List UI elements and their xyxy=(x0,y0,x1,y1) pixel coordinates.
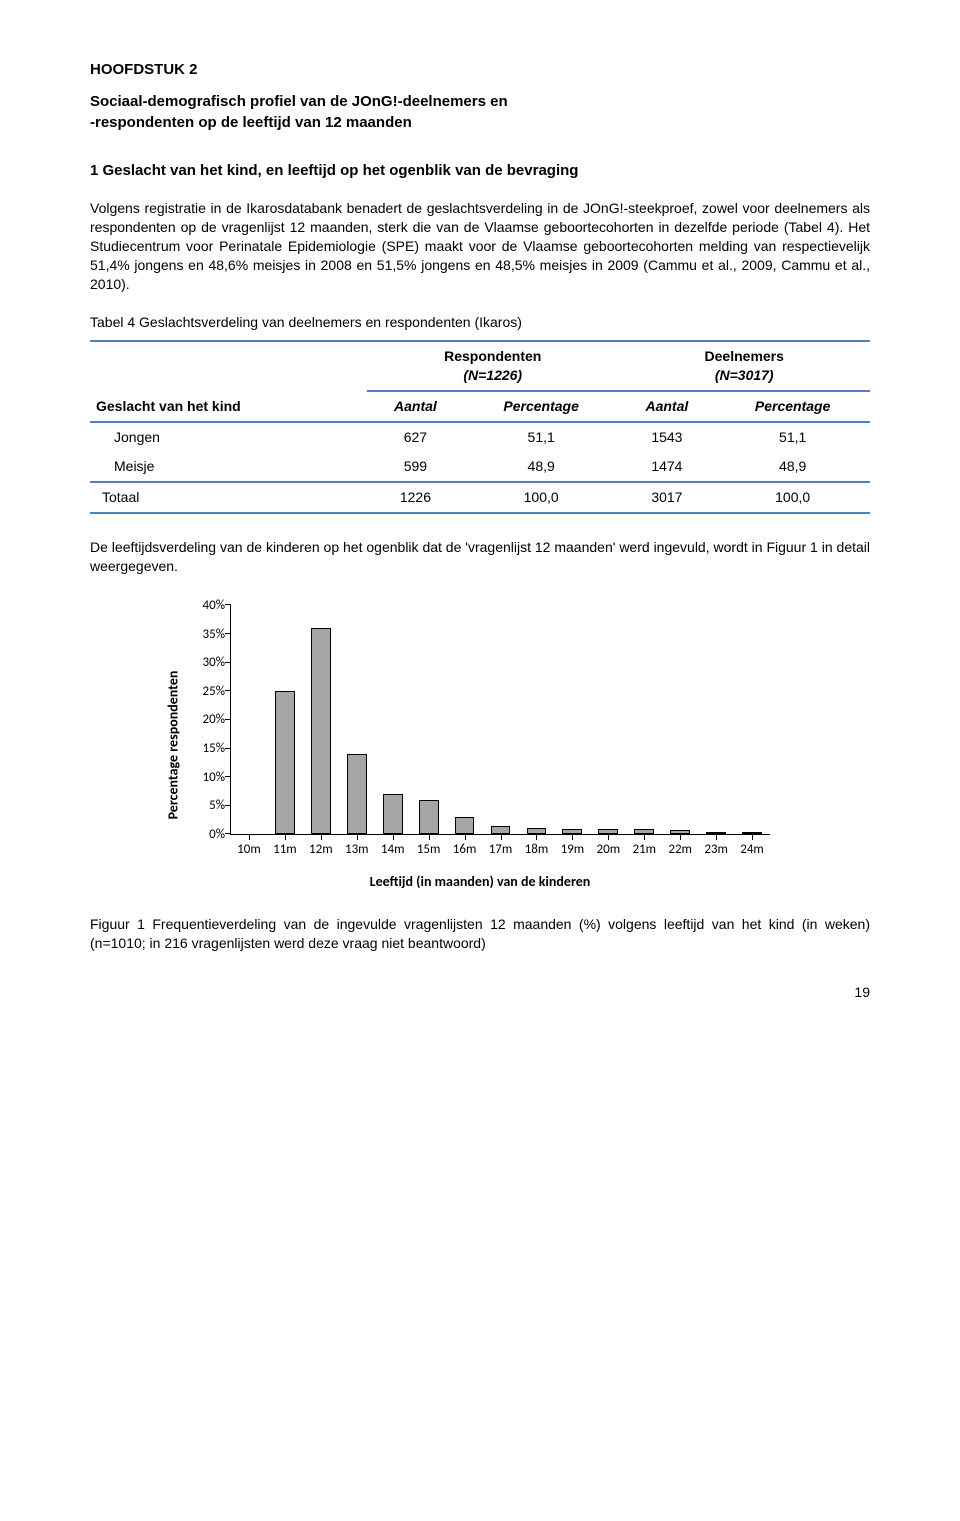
chart-bar xyxy=(275,691,295,834)
tabel4-caption: Tabel 4 Geslachtsverdeling van deelnemer… xyxy=(90,313,870,332)
x-tick-mark xyxy=(501,834,502,840)
x-tick-mark xyxy=(608,834,609,840)
x-tick-label: 13m xyxy=(345,841,369,859)
table-row: Jongen62751,1154351,1 xyxy=(90,422,870,452)
y-tick-label: 25% xyxy=(193,683,225,701)
y-tick-mark xyxy=(225,690,231,691)
chapter-subtitle: Sociaal-demografisch profiel van de JOnG… xyxy=(90,92,870,133)
x-tick-mark xyxy=(716,834,717,840)
x-tick-label: 17m xyxy=(489,841,513,859)
page-number: 19 xyxy=(90,983,870,1002)
y-tick-label: 35% xyxy=(193,625,225,643)
y-tick-label: 5% xyxy=(193,797,225,815)
row-header-label: Geslacht van het kind xyxy=(90,391,367,422)
x-tick-mark xyxy=(249,834,250,840)
y-tick-mark xyxy=(225,633,231,634)
table-row: Meisje59948,9147448,9 xyxy=(90,452,870,482)
y-tick-mark xyxy=(225,748,231,749)
x-tick-label: 10m xyxy=(237,841,261,859)
y-tick-label: 20% xyxy=(193,711,225,729)
cell: 3017 xyxy=(618,482,715,513)
x-tick-label: 11m xyxy=(273,841,297,859)
paragraph-2: De leeftijdsverdeling van de kinderen op… xyxy=(90,538,870,576)
x-tick-label: 18m xyxy=(525,841,549,859)
bar-chart: Percentage respondenten 0% 5% 10% 15% 20% 25%… xyxy=(160,595,800,895)
colhdr-aantal-2: Aantal xyxy=(618,391,715,422)
x-tick-label: 19m xyxy=(561,841,585,859)
section-1-header: 1 Geslacht van het kind, en leeftijd op … xyxy=(90,161,870,181)
col-group-deelnemers-n: (N=3017) xyxy=(624,366,864,385)
subtitle-line1: Sociaal-demografisch profiel van de JOnG… xyxy=(90,93,508,110)
y-tick-mark xyxy=(225,604,231,605)
subtitle-line2: -respondenten op de leeftijd van 12 maan… xyxy=(90,114,412,131)
x-tick-mark xyxy=(285,834,286,840)
chart-bar xyxy=(491,826,511,835)
table-total-row: Totaal1226100,03017100,0 xyxy=(90,482,870,513)
y-tick-label: 15% xyxy=(193,740,225,758)
cell: 48,9 xyxy=(715,452,870,482)
x-tick-label: 21m xyxy=(632,841,656,859)
x-tick-mark xyxy=(465,834,466,840)
chart-bar xyxy=(311,628,331,834)
paragraph-1: Volgens registratie in de Ikarosdatabank… xyxy=(90,199,870,293)
col-group-respondenten: Respondenten xyxy=(373,347,612,366)
y-tick-mark xyxy=(225,776,231,777)
x-tick-mark xyxy=(572,834,573,840)
chapter-title: HOOFDSTUK 2 xyxy=(90,60,870,80)
x-tick-mark xyxy=(429,834,430,840)
cell: 1226 xyxy=(367,482,464,513)
chart-ylabel: Percentage respondenten xyxy=(165,671,184,820)
cell: 48,9 xyxy=(464,452,619,482)
figure-1-caption: Figuur 1 Frequentieverdeling van de inge… xyxy=(90,915,870,953)
cell: 100,0 xyxy=(715,482,870,513)
tabel4: Respondenten (N=1226) Deelnemers (N=3017… xyxy=(90,340,870,513)
x-tick-mark xyxy=(357,834,358,840)
y-tick-mark xyxy=(225,833,231,834)
chart-bar xyxy=(419,800,439,834)
cell: 51,1 xyxy=(464,422,619,452)
x-tick-mark xyxy=(536,834,537,840)
colhdr-pct-1: Percentage xyxy=(464,391,619,422)
x-tick-mark xyxy=(321,834,322,840)
colhdr-pct-2: Percentage xyxy=(715,391,870,422)
cell: 51,1 xyxy=(715,422,870,452)
x-tick-mark xyxy=(680,834,681,840)
x-tick-label: 22m xyxy=(668,841,692,859)
chart-xlabel: Leeftijd (in maanden) van de kinderen xyxy=(160,873,800,892)
row-label: Jongen xyxy=(90,422,367,452)
y-tick-mark xyxy=(225,719,231,720)
colhdr-aantal-1: Aantal xyxy=(367,391,464,422)
x-tick-mark xyxy=(644,834,645,840)
x-tick-label: 15m xyxy=(417,841,441,859)
chart-bar xyxy=(383,794,403,834)
cell: 599 xyxy=(367,452,464,482)
y-tick-mark xyxy=(225,805,231,806)
x-tick-label: 24m xyxy=(740,841,764,859)
row-label: Meisje xyxy=(90,452,367,482)
total-label: Totaal xyxy=(90,482,367,513)
chart-bar xyxy=(347,754,367,834)
x-tick-mark xyxy=(393,834,394,840)
x-tick-label: 23m xyxy=(704,841,728,859)
col-group-respondenten-n: (N=1226) xyxy=(373,366,612,385)
cell: 1543 xyxy=(618,422,715,452)
figure-1: Percentage respondenten 0% 5% 10% 15% 20% 25%… xyxy=(90,595,870,895)
cell: 627 xyxy=(367,422,464,452)
y-tick-label: 10% xyxy=(193,768,225,786)
x-tick-label: 14m xyxy=(381,841,405,859)
x-tick-mark xyxy=(752,834,753,840)
chart-bar xyxy=(527,828,547,835)
x-tick-label: 20m xyxy=(597,841,621,859)
y-tick-label: 40% xyxy=(193,597,225,615)
y-tick-label: 0% xyxy=(193,826,225,844)
cell: 1474 xyxy=(618,452,715,482)
y-tick-label: 30% xyxy=(193,654,225,672)
cell: 100,0 xyxy=(464,482,619,513)
y-tick-mark xyxy=(225,662,231,663)
x-tick-label: 12m xyxy=(309,841,333,859)
chart-bar xyxy=(455,817,475,834)
col-group-deelnemers: Deelnemers xyxy=(624,347,864,366)
x-tick-label: 16m xyxy=(453,841,477,859)
